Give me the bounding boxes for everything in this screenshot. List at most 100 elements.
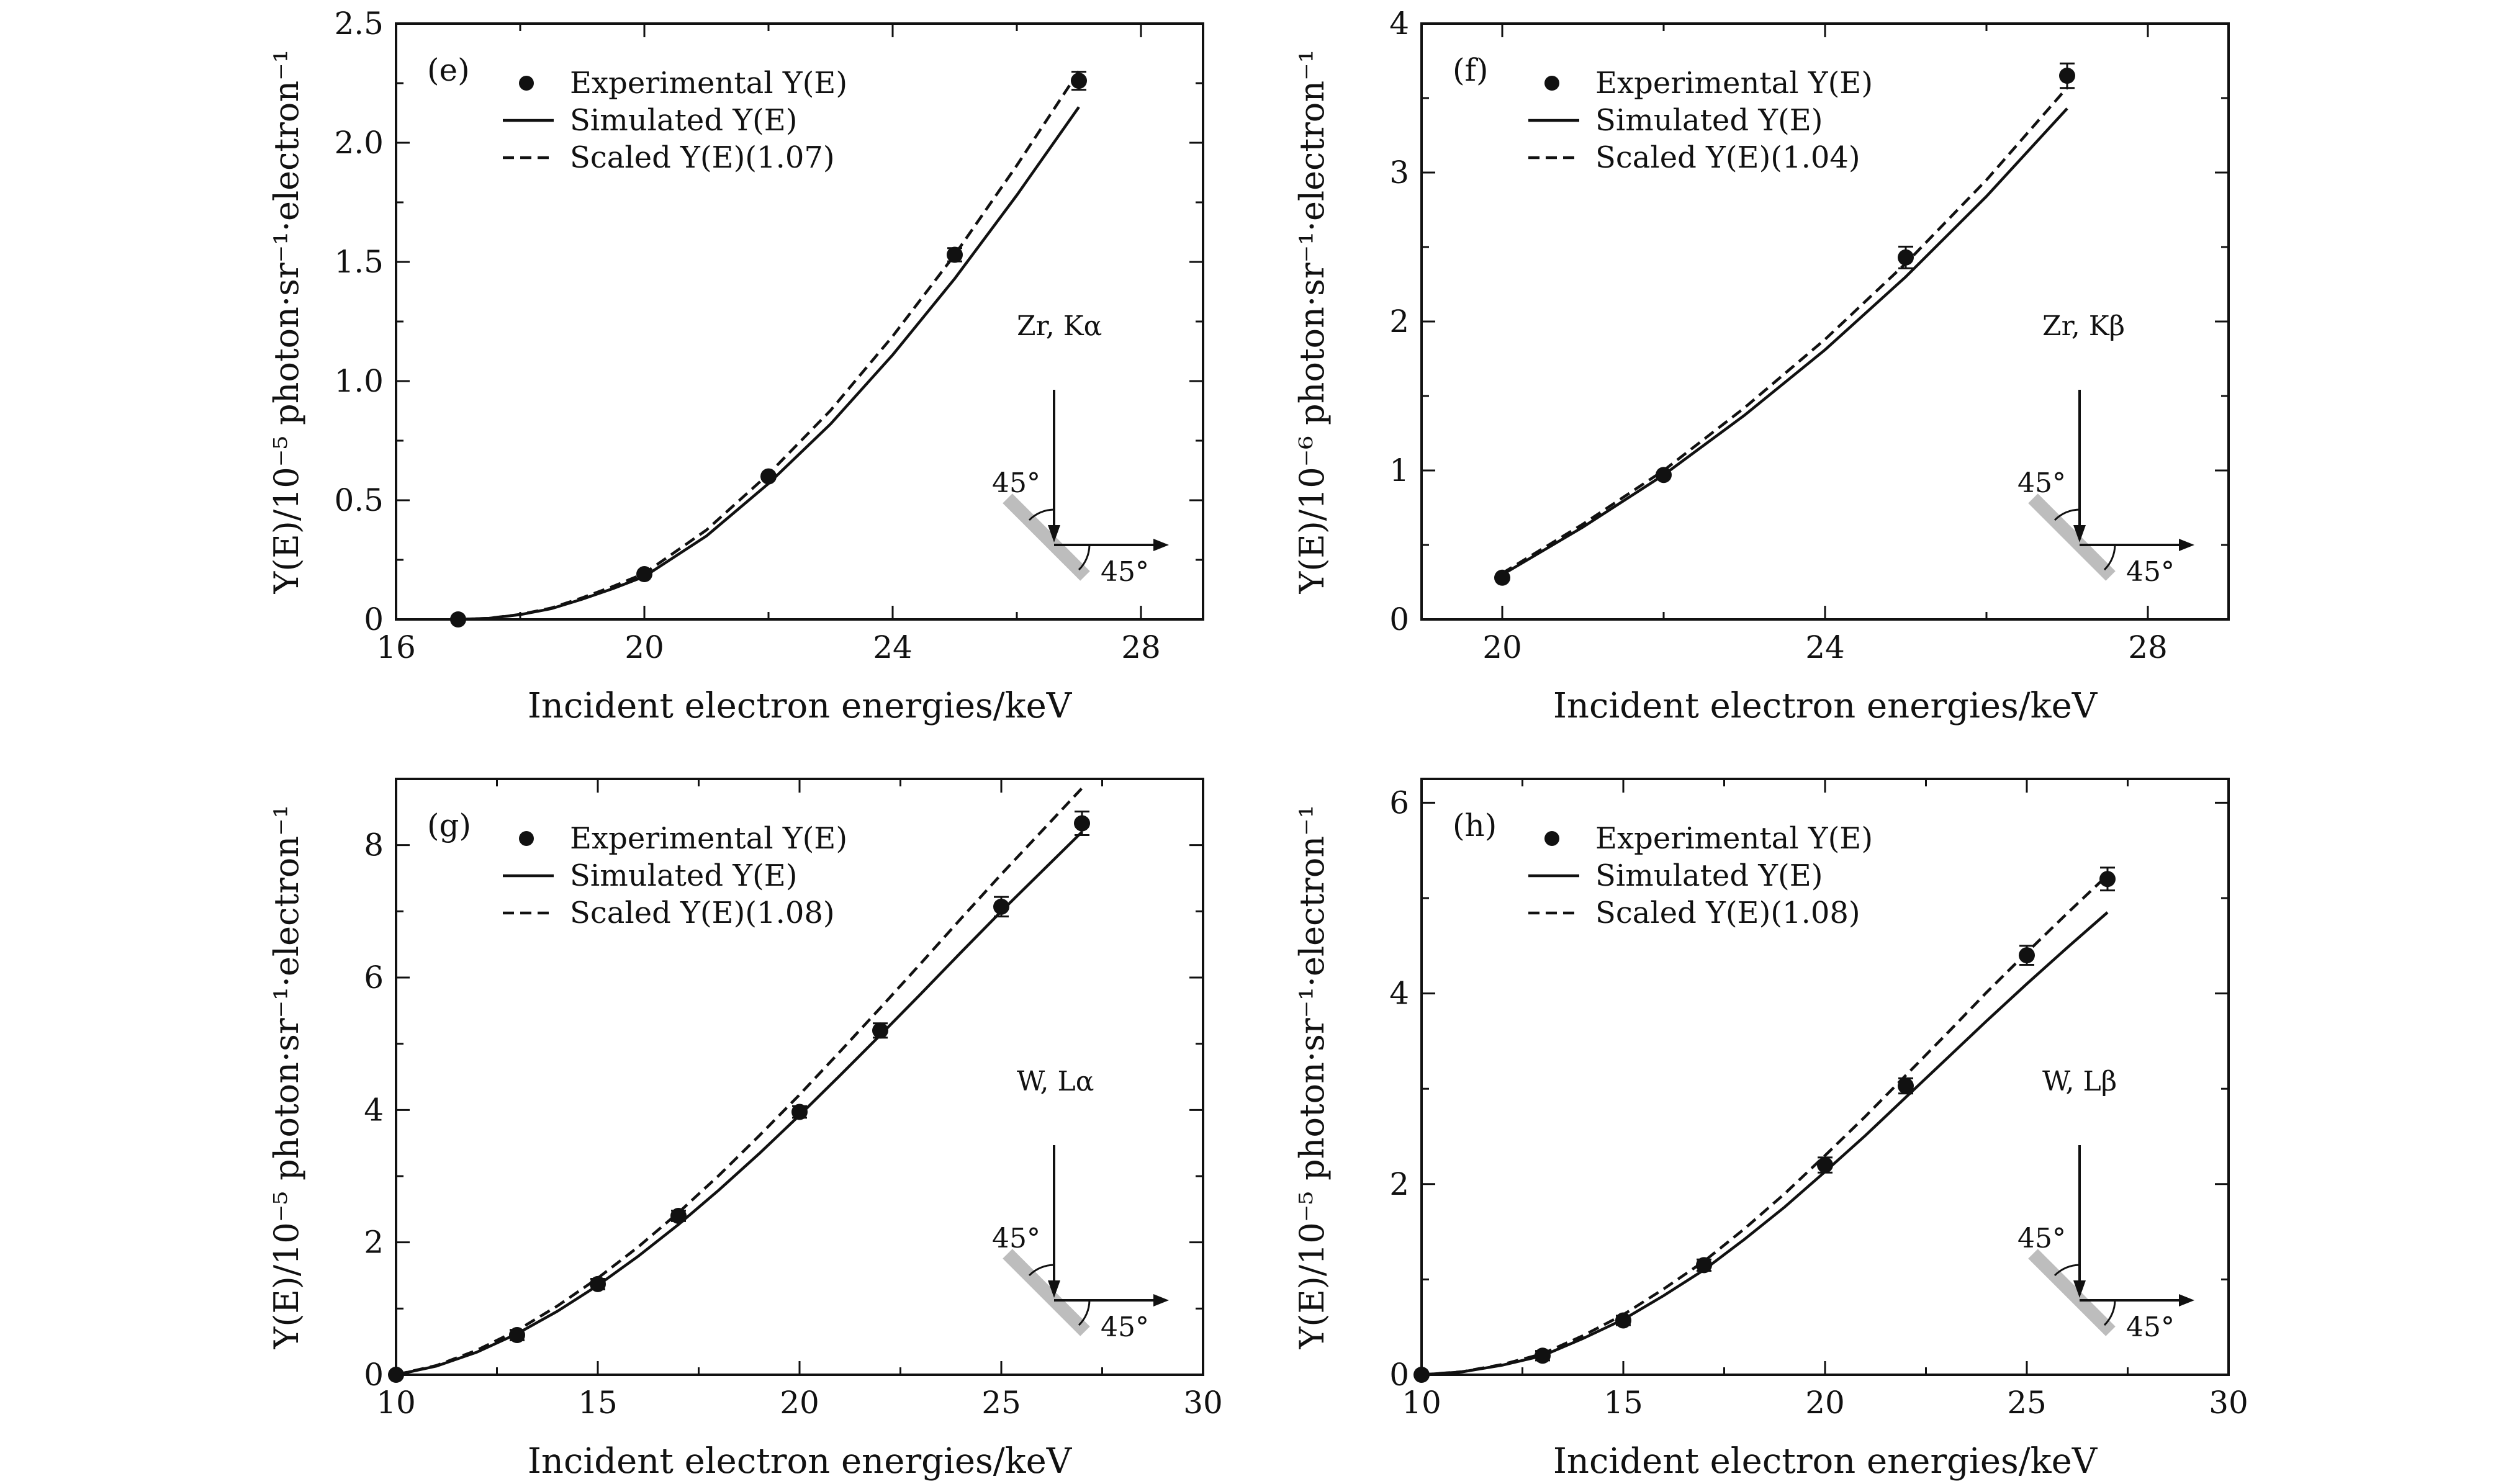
y-axis-label: Y(E)/10⁻⁵ photon·sr⁻¹·electron⁻¹ [1292,805,1332,1350]
data-point [1817,1157,1833,1174]
legend-label-simulated: Simulated Y(E) [1595,858,1823,893]
panel-1: 16 20 24 28 0 0.5 1.0 1.5 2.0 2.5 Incident electro… [267,6,1204,726]
y-tick-label: 3 [1389,155,1409,191]
legend-marker-experimental [519,76,534,91]
data-point [791,1104,808,1120]
simulated-curve [458,106,1080,621]
legend-label-experimental: Experimental Y(E) [570,821,847,856]
detector-arrow-head [2179,1294,2194,1306]
legend-label-scaled: Scaled Y(E)(1.04) [1595,140,1860,175]
legend-marker-experimental [519,831,534,846]
incident-arrow-head [2073,1280,2086,1298]
y-axis-label: Y(E)/10⁻⁶ photon·sr⁻¹·electron⁻¹ [1292,50,1332,595]
y-tick-label: 2.0 [334,125,384,161]
x-tick-label: 10 [1402,1385,1441,1421]
y-axis-label: Y(E)/10⁻⁵ photon·sr⁻¹·electron⁻¹ [267,805,306,1350]
x-tick-label: 20 [780,1385,819,1421]
data-point [2099,871,2116,888]
x-tick-label: 28 [2128,629,2168,665]
data-point [1656,467,1672,483]
takeoff-angle-arc [2103,1300,2116,1326]
y-tick-label: 0 [1389,601,1409,637]
y-tick-label: 4 [1389,976,1409,1012]
sample-plate [2028,493,2116,581]
incidence-angle-label: 45° [992,1223,1040,1254]
y-tick-label: 2 [1389,1166,1409,1202]
data-point [993,898,1009,915]
x-tick-label: 30 [2209,1385,2248,1421]
x-tick-label: 10 [376,1385,416,1421]
y-tick-label: 8 [364,827,384,863]
y-tick-label: 4 [1389,6,1409,42]
scaled-curve [1421,874,2109,1377]
y-tick-label: 6 [1389,785,1409,821]
y-tick-label: 1.0 [334,363,384,399]
incident-arrow-head [1048,525,1060,542]
y-tick-label: 2 [1389,304,1409,340]
takeoff-angle-arc [1078,1300,1091,1326]
legend-label-simulated: Simulated Y(E) [570,858,798,893]
data-point [947,246,963,263]
x-tick-label: 16 [376,629,416,665]
legend-label-scaled: Scaled Y(E)(1.07) [570,140,835,175]
panel-label: (e) [427,52,470,88]
panel-3: 10 15 20 25 30 0 2 4 6 8 Incident electron energie… [267,778,1223,1482]
incidence-angle-label: 45° [2017,1223,2066,1254]
x-tick-label: 25 [2007,1385,2047,1421]
y-tick-label: 0.5 [334,482,384,518]
legend-marker-experimental [1544,76,1559,91]
y-tick-label: 0 [364,1357,384,1393]
incidence-angle-arc [2053,1264,2080,1277]
y-tick-label: 1.5 [334,244,384,280]
y-tick-label: 6 [364,960,384,996]
legend-label-experimental: Experimental Y(E) [1595,821,1873,856]
x-axis-label: Incident electron energies/keV [1553,1441,2098,1481]
data-point [1494,569,1510,586]
data-point [872,1022,888,1039]
incidence-angle-label: 45° [2017,467,2066,499]
y-tick-label: 1 [1389,452,1409,488]
incidence-angle-label: 45° [992,467,1040,499]
data-point [1898,1077,1914,1094]
detector-arrow-head [2179,539,2194,551]
x-axis-label: Incident electron energies/keV [528,1441,1073,1481]
data-point [1535,1347,1551,1364]
data-point [590,1275,606,1292]
detector-arrow-head [1153,539,1169,551]
legend-label-scaled: Scaled Y(E)(1.08) [570,896,835,930]
incidence-angle-arc [1028,508,1055,521]
panel-label: (h) [1453,807,1497,843]
x-tick-label: 25 [981,1385,1021,1421]
scaled-curve [1501,86,2068,575]
x-tick-label: 20 [624,629,664,665]
panel-4: 10 15 20 25 30 0 2 4 6 Incident electron energies… [1292,778,2248,1482]
data-point [760,468,777,485]
panel-2: 20 24 28 0 1 2 3 4 Incident electron energies/ke… [1292,6,2230,726]
x-tick-label: 20 [1482,629,1522,665]
x-tick-label: 20 [1805,1385,1845,1421]
y-tick-label: 2.5 [334,6,384,42]
x-tick-label: 24 [1805,629,1845,665]
y-tick-label: 0 [364,601,384,637]
takeoff-angle-label: 45° [2126,556,2175,588]
data-point [2019,947,2035,964]
data-point [1071,73,1087,89]
line-label: Zr, Kα [1017,310,1102,342]
sample-plate [2028,1249,2116,1336]
legend-label-experimental: Experimental Y(E) [1595,66,1873,101]
data-point [1074,815,1090,832]
line-label: Zr, Kβ [2042,310,2125,342]
y-tick-label: 2 [364,1225,384,1261]
data-point [1615,1312,1631,1329]
x-tick-label: 30 [1183,1385,1223,1421]
data-point [2059,68,2075,84]
legend-marker-experimental [1544,831,1559,846]
line-label: W, Lβ [2042,1066,2117,1097]
y-axis-label: Y(E)/10⁻⁵ photon·sr⁻¹·electron⁻¹ [267,50,306,595]
takeoff-angle-label: 45° [2126,1311,2175,1343]
takeoff-angle-label: 45° [1101,1311,1149,1343]
data-point [1898,249,1914,266]
data-point [636,566,652,583]
